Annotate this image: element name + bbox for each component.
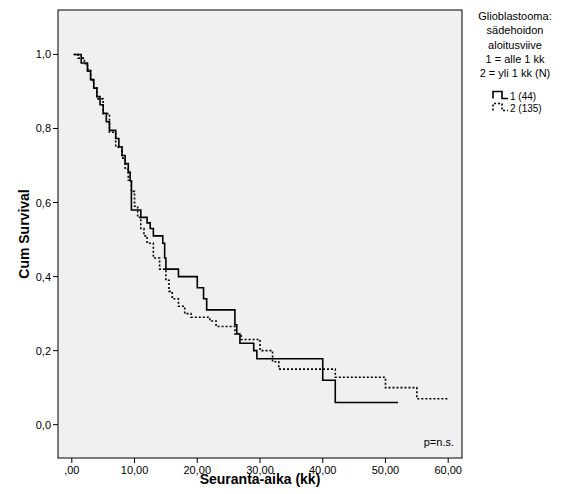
y-tick-label: 0,8 — [36, 122, 51, 134]
chart: ,0010,0020,0030,0040,0050,0060,000,00,20… — [0, 0, 568, 494]
y-tick-label: 0,4 — [36, 271, 51, 283]
x-tick-label: 10,00 — [121, 464, 149, 476]
y-tick — [53, 424, 58, 425]
y-axis-label: Cum Survival — [16, 189, 32, 278]
legend-symbol — [493, 104, 508, 111]
legend-title: Glioblastooma: — [478, 10, 551, 22]
legend-label: 1 (44) — [510, 91, 536, 102]
x-tick — [448, 458, 449, 463]
y-tick — [53, 54, 58, 55]
annotation: p=n.s. — [424, 436, 454, 448]
x-tick — [134, 458, 135, 463]
series-group — [74, 54, 449, 402]
x-tick — [322, 458, 323, 463]
x-axis-label: Seuranta-aika (kk) — [200, 471, 321, 487]
legend-label: 2 (135) — [510, 103, 542, 114]
x-tick-label: 60,00 — [434, 464, 462, 476]
legend-title: aloitusviive — [488, 39, 542, 51]
y-tick-label: 1,0 — [36, 48, 51, 60]
x-tick — [71, 458, 72, 463]
y-tick-label: 0,0 — [36, 419, 51, 431]
x-tick — [260, 458, 261, 463]
x-tick-label: 50,00 — [372, 464, 400, 476]
survival-line — [74, 54, 398, 402]
x-tick — [385, 458, 386, 463]
legend-symbol — [493, 92, 508, 99]
survival-line — [74, 54, 449, 398]
y-tick — [53, 350, 58, 351]
y-tick-label: 0,6 — [36, 197, 51, 209]
y-tick — [53, 276, 58, 277]
y-tick — [53, 202, 58, 203]
plot-frame — [58, 10, 462, 458]
x-tick — [197, 458, 198, 463]
plot-background — [58, 10, 462, 458]
y-tick — [53, 128, 58, 129]
legend-title: 1 = alle 1 kk — [485, 53, 545, 65]
legend-title: 2 = yli 1 kk (N) — [480, 67, 551, 79]
legend-title: sädehoidon — [487, 24, 544, 36]
y-tick-label: 0,2 — [36, 345, 51, 357]
x-tick-label: ,00 — [64, 464, 79, 476]
